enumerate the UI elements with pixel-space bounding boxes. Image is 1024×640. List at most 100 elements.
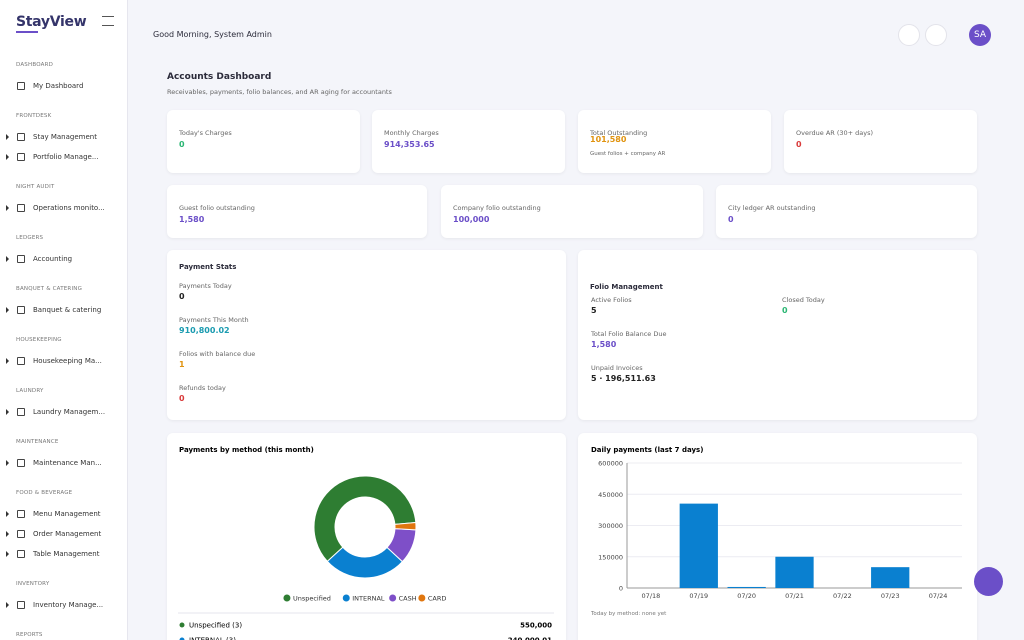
payment-stats-panel: Payment Stats Payments Today 0 Payments Th… xyxy=(167,250,566,420)
stat-label: Refunds today xyxy=(179,384,226,392)
list-dot xyxy=(179,622,185,628)
card-label: Today's Charges xyxy=(179,129,232,137)
method-label: Unspecified (3) xyxy=(189,622,242,630)
section-label: INVENTORY xyxy=(16,581,50,587)
x-tick-label: 07/24 xyxy=(929,592,948,600)
nav-item[interactable]: My Dashboard xyxy=(6,79,124,93)
bar xyxy=(871,567,910,588)
stat-value: 910,800.02 xyxy=(179,326,230,335)
nav-icon xyxy=(17,153,25,161)
nav-item[interactable]: Housekeeping Ma... xyxy=(6,354,124,368)
nav-label: Inventory Manage... xyxy=(33,601,104,609)
section-label: BANQUET & CATERING xyxy=(16,286,83,292)
y-tick-label: 0 xyxy=(619,585,623,593)
nav-label: Order Management xyxy=(33,530,102,538)
expand-arrow xyxy=(6,511,9,517)
sidebar: StayView DASHBOARD My Dashboard FRONTDESK S… xyxy=(0,0,128,640)
nav-item[interactable]: Menu Management xyxy=(6,507,124,521)
legend-dot xyxy=(342,594,350,602)
folio-value: 0 xyxy=(782,306,788,315)
method-amount: 550,000 xyxy=(520,622,552,630)
stat-card: Today's Charges 0 xyxy=(167,110,360,173)
nav-item[interactable]: Portfolio Manage... xyxy=(6,150,124,164)
folio-label: Closed Today xyxy=(782,296,825,304)
nav-item[interactable]: Accounting xyxy=(6,252,124,266)
pie-panel xyxy=(167,433,566,640)
legend-dot xyxy=(283,594,291,602)
pie-slice xyxy=(394,522,417,531)
expand-arrow xyxy=(6,134,9,140)
method-amount: 240,000.01 xyxy=(508,637,552,640)
nav-item[interactable]: Order Management xyxy=(6,527,124,541)
legend-label: Unspecified xyxy=(293,595,331,603)
x-tick-label: 07/19 xyxy=(689,592,708,600)
notification-button[interactable] xyxy=(925,24,947,46)
section-label: FRONTDESK xyxy=(16,113,52,119)
section-label: HOUSEKEEPING xyxy=(16,337,62,343)
expand-arrow xyxy=(6,409,9,415)
nav-icon xyxy=(17,408,25,416)
nav-item[interactable]: Laundry Managem... xyxy=(6,405,124,419)
expand-arrow xyxy=(6,602,9,608)
logo[interactable]: StayView xyxy=(16,14,87,33)
folio-value: 5 · 196,511.63 xyxy=(591,374,656,383)
nav-label: Accounting xyxy=(33,255,73,263)
bar xyxy=(775,556,814,588)
folio-label: Total Folio Balance Due xyxy=(591,330,667,338)
avatar[interactable]: SA xyxy=(969,24,991,46)
section-label: LEDGERS xyxy=(16,235,44,241)
stat-label: Payments This Month xyxy=(179,316,249,324)
nav-item[interactable]: Stay Management xyxy=(6,130,124,144)
folio-label: Active Folios xyxy=(591,296,632,304)
folio-panel: Folio Management Active Folios 5 Closed To… xyxy=(578,250,977,420)
card-label: Monthly Charges xyxy=(384,129,439,137)
expand-arrow xyxy=(6,551,9,557)
stat-value: 0 xyxy=(179,292,185,301)
dashboard-title: Accounts Dashboard xyxy=(167,72,272,82)
stat-value: 0 xyxy=(179,394,185,403)
section-label: DASHBOARD xyxy=(16,62,54,68)
bar xyxy=(679,503,718,588)
nav-item[interactable]: Banquet & catering xyxy=(6,303,124,317)
nav-label: Table Management xyxy=(33,550,100,558)
panel-title: Folio Management xyxy=(590,283,663,291)
nav-icon xyxy=(17,510,25,518)
stat-value: 1 xyxy=(179,360,185,369)
nav-label: Portfolio Manage... xyxy=(33,153,99,161)
theme-button[interactable] xyxy=(898,24,920,46)
y-tick-label: 450000 xyxy=(598,491,623,499)
expand-arrow xyxy=(6,154,9,160)
card-label: Company folio outstanding xyxy=(453,204,541,212)
nav-item[interactable]: Inventory Manage... xyxy=(6,598,124,612)
nav-item[interactable]: Maintenance Man... xyxy=(6,456,124,470)
nav-icon xyxy=(17,601,25,609)
greeting: Good Morning, System Admin xyxy=(153,30,272,39)
section-label: MAINTENANCE xyxy=(16,439,59,445)
nav-item[interactable]: Operations monito... xyxy=(6,201,124,215)
x-tick-label: 07/20 xyxy=(737,592,756,600)
nav-label: Operations monito... xyxy=(33,204,105,212)
method-label: INTERNAL (3) xyxy=(189,637,236,640)
chat-button[interactable] xyxy=(974,567,1003,596)
card-value: 101,580 xyxy=(590,135,627,144)
nav-label: Maintenance Man... xyxy=(33,459,102,467)
nav-label: My Dashboard xyxy=(33,82,84,90)
card-label: Guest folio outstanding xyxy=(179,204,255,212)
bar xyxy=(727,586,766,588)
stat-card: Guest folio outstanding 1,580 xyxy=(167,185,427,238)
folio-label: Unpaid Invoices xyxy=(591,364,643,372)
chart-title: Payments by method (this month) xyxy=(179,446,314,454)
card-value: 100,000 xyxy=(453,215,490,224)
nav-label: Menu Management xyxy=(33,510,101,518)
nav-item[interactable]: Table Management xyxy=(6,547,124,561)
folio-value: 5 xyxy=(591,306,597,315)
card-label: Overdue AR (30+ days) xyxy=(796,129,874,137)
legend-label: CARD xyxy=(428,595,447,603)
card-value: 0 xyxy=(179,140,185,149)
y-tick-label: 300000 xyxy=(598,522,623,530)
collapse-button[interactable] xyxy=(102,16,114,26)
stat-card: Monthly Charges 914,353.65 xyxy=(372,110,565,173)
card-label: Total Outstanding xyxy=(590,129,648,137)
